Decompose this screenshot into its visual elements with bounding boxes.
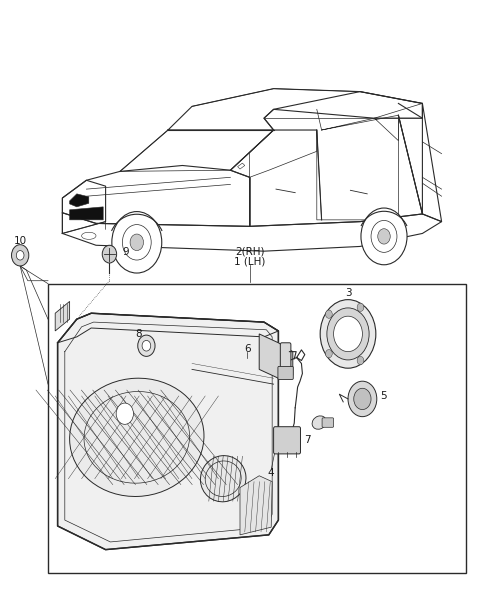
Circle shape xyxy=(357,356,364,365)
Circle shape xyxy=(112,212,162,273)
Circle shape xyxy=(354,388,371,410)
FancyBboxPatch shape xyxy=(274,427,300,454)
Polygon shape xyxy=(70,207,103,220)
Circle shape xyxy=(16,251,24,260)
Circle shape xyxy=(116,403,133,424)
Circle shape xyxy=(378,229,390,244)
Circle shape xyxy=(361,208,407,265)
FancyBboxPatch shape xyxy=(322,418,334,427)
Polygon shape xyxy=(70,194,89,207)
Text: 6: 6 xyxy=(244,344,251,353)
Circle shape xyxy=(348,381,377,417)
Bar xyxy=(48,284,466,573)
Polygon shape xyxy=(259,334,293,378)
Circle shape xyxy=(334,316,362,352)
Circle shape xyxy=(12,245,29,266)
Text: 5: 5 xyxy=(380,391,387,401)
Ellipse shape xyxy=(70,378,204,496)
Circle shape xyxy=(102,245,117,263)
FancyBboxPatch shape xyxy=(278,366,293,379)
FancyBboxPatch shape xyxy=(280,343,291,372)
Text: 10: 10 xyxy=(13,236,27,245)
Circle shape xyxy=(130,234,144,251)
Circle shape xyxy=(138,335,155,356)
Circle shape xyxy=(325,310,332,319)
Text: 9: 9 xyxy=(122,247,129,256)
Text: 1 (LH): 1 (LH) xyxy=(234,256,265,266)
Circle shape xyxy=(357,303,364,311)
Text: 2(RH): 2(RH) xyxy=(235,247,264,256)
Text: 4: 4 xyxy=(268,468,275,478)
Polygon shape xyxy=(58,313,278,550)
Text: 7: 7 xyxy=(304,436,311,445)
Ellipse shape xyxy=(201,456,246,502)
Ellipse shape xyxy=(312,416,326,429)
Text: 8: 8 xyxy=(135,329,142,339)
Polygon shape xyxy=(55,301,70,331)
Circle shape xyxy=(142,340,151,351)
Polygon shape xyxy=(240,476,272,535)
Polygon shape xyxy=(238,163,245,169)
Circle shape xyxy=(320,300,376,368)
Ellipse shape xyxy=(82,232,96,239)
Text: 3: 3 xyxy=(345,288,351,298)
Circle shape xyxy=(325,349,332,358)
Circle shape xyxy=(327,308,369,360)
